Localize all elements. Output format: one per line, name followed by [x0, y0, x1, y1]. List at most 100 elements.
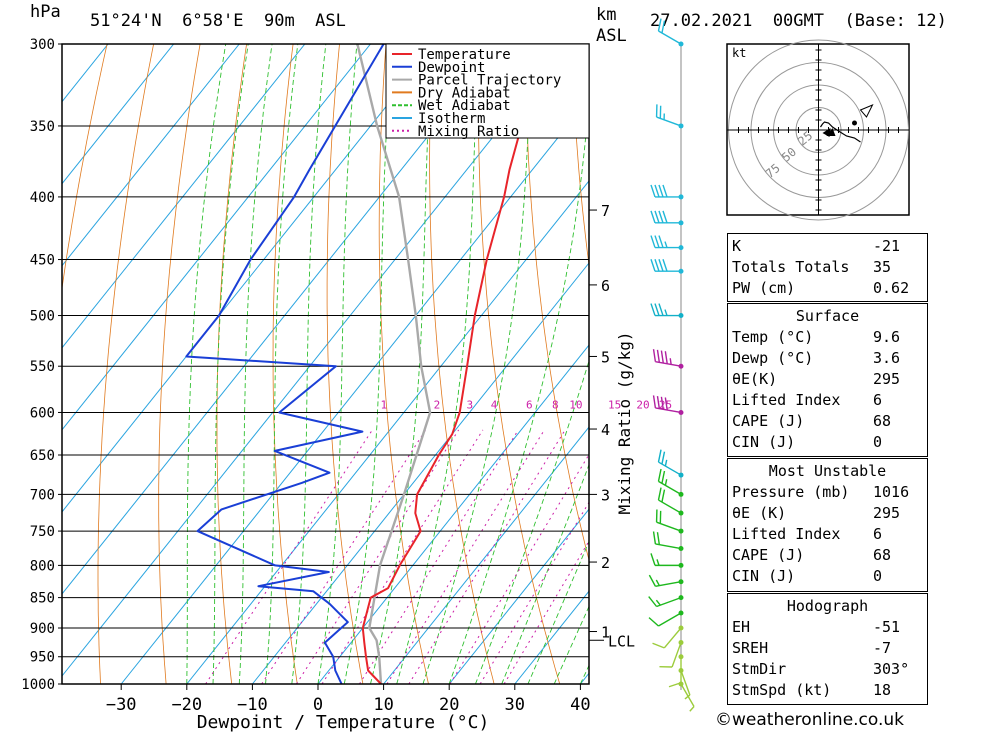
wind-barb-flag [652, 531, 657, 545]
index-row: K -21 [732, 237, 923, 258]
index-row: CAPE (J) 68 [732, 546, 923, 567]
isotherm-line [383, 426, 589, 684]
wind-barb [657, 487, 684, 516]
dewpoint-series [185, 44, 385, 684]
wind-barb-half-flag [656, 559, 660, 566]
wind-barb-flag [650, 235, 656, 248]
wind-barb-flag [658, 210, 664, 224]
wind-barb-staff [680, 670, 691, 696]
wind-barb-staff [658, 480, 682, 496]
temperature-tick-label: 40 [570, 695, 590, 715]
km-tick-label: 2 [601, 554, 610, 572]
wet-adiabat-line [553, 605, 589, 684]
pressure-tick-label: 700 [30, 487, 55, 503]
km-unit-label: km [596, 5, 617, 25]
index-value: 295 [873, 504, 901, 522]
wind-barb-flag [654, 184, 660, 198]
wind-barb [650, 553, 684, 568]
index-value: 295 [873, 370, 901, 388]
wind-barb-flag [661, 470, 666, 484]
mixing-ratio-line [296, 429, 460, 684]
wind-barb-half-flag [655, 599, 661, 606]
wet-adiabat-line [501, 463, 589, 684]
isotherm-line [120, 98, 589, 684]
isotherm-line [62, 44, 175, 185]
parcel-trajectory-series [356, 44, 432, 684]
pressure-tick-label: 600 [30, 405, 55, 421]
wind-barb [655, 104, 684, 129]
mixing-ratio-line [408, 429, 566, 684]
wind-barb-flag [664, 351, 668, 364]
index-label: Lifted Index [732, 391, 841, 409]
wet-adiabat-line [265, 44, 299, 684]
wind-barb-flag [648, 596, 658, 607]
isotherm-line [62, 44, 437, 513]
legend-label: Dewpoint [418, 60, 485, 76]
dry-adiabat-line [216, 44, 248, 684]
wind-barb-flag [658, 303, 664, 316]
wet-adiabat-line [422, 44, 533, 684]
wind-barb-flag [650, 553, 656, 566]
wind-barb-flag [650, 210, 656, 224]
credit-link[interactable]: ©weatheronline.co.uk [715, 710, 905, 730]
location-title: 51°24'N 6°58'E 90m ASL [90, 11, 346, 31]
wind-barb-half-flag [655, 579, 660, 586]
dry-adiabat-line [525, 44, 589, 562]
wind-barb-staff [655, 407, 682, 414]
wind-barb-staff [658, 499, 682, 514]
wind-barb-staff [656, 116, 682, 127]
wet-adiabat-line [448, 94, 589, 684]
pressure-tick-label: 800 [30, 558, 55, 574]
lcl-label: LCL [608, 632, 635, 650]
wind-barb-flag [660, 350, 664, 364]
most-unstable-panel: Most Unstable Pressure (mb) 1016 θE (K) 29… [727, 458, 928, 592]
index-label: θE(K) [732, 370, 778, 388]
pressure-tick-label: 500 [30, 309, 55, 325]
dry-adiabat-line [62, 44, 108, 292]
pressure-tick-label: 750 [30, 524, 55, 540]
index-row: CIN (J) 0 [732, 567, 923, 588]
wind-barb-flag [648, 617, 659, 627]
wind-barb-flag [658, 235, 664, 248]
dry-adiabat-line [986, 26, 1000, 684]
index-row: Totals Totals 35 [732, 258, 923, 279]
hpa-unit-label: hPa [30, 2, 61, 22]
wind-barb-flag [657, 18, 662, 32]
index-row: StmSpd (kt) 18 [732, 681, 923, 702]
wind-barb [648, 595, 684, 608]
isotherm-line [252, 262, 589, 684]
wind-barb-staff [655, 361, 682, 367]
index-value: 9.6 [873, 328, 901, 346]
legend-label: Isotherm [418, 111, 485, 127]
pressure-tick-label: 300 [30, 37, 55, 53]
wind-barb-flag [654, 210, 660, 224]
pressure-tick-label: 450 [30, 253, 55, 269]
wind-barb [650, 235, 684, 251]
wind-barb-flag [654, 303, 660, 316]
wind-barb-staff [658, 30, 682, 45]
wind-barb-flag [650, 303, 656, 316]
wind-barb-flag [650, 184, 656, 198]
index-label: StmDir [732, 660, 787, 678]
index-row: Lifted Index 6 [732, 391, 923, 412]
index-value: -7 [873, 639, 892, 657]
wind-barb-flag [652, 642, 665, 649]
hodograph-storm-marker [859, 104, 874, 118]
dry-adiabat-line [378, 44, 429, 684]
km-tick-label: 6 [601, 277, 610, 295]
dry-adiabat-line [429, 44, 495, 684]
legend-label: Wet Adiabat [418, 98, 511, 114]
wind-barb-flag [654, 235, 660, 248]
hodograph-point [852, 120, 857, 126]
index-row: θE (K) 295 [732, 504, 923, 525]
pressure-tick-label: 950 [30, 650, 55, 666]
temperature-tick-label: −10 [237, 695, 268, 715]
hodograph-panel: Hodograph EH -51 SREH -7 StmDir 303° StmSpd… [727, 593, 928, 705]
index-label: CIN (J) [732, 567, 796, 585]
wet-adiabat-line [396, 44, 479, 684]
isotherm-line [62, 44, 306, 349]
pressure-tick-label: 350 [30, 119, 55, 135]
legend-label: Dry Adiabat [418, 85, 511, 101]
isotherm-line [448, 508, 589, 684]
